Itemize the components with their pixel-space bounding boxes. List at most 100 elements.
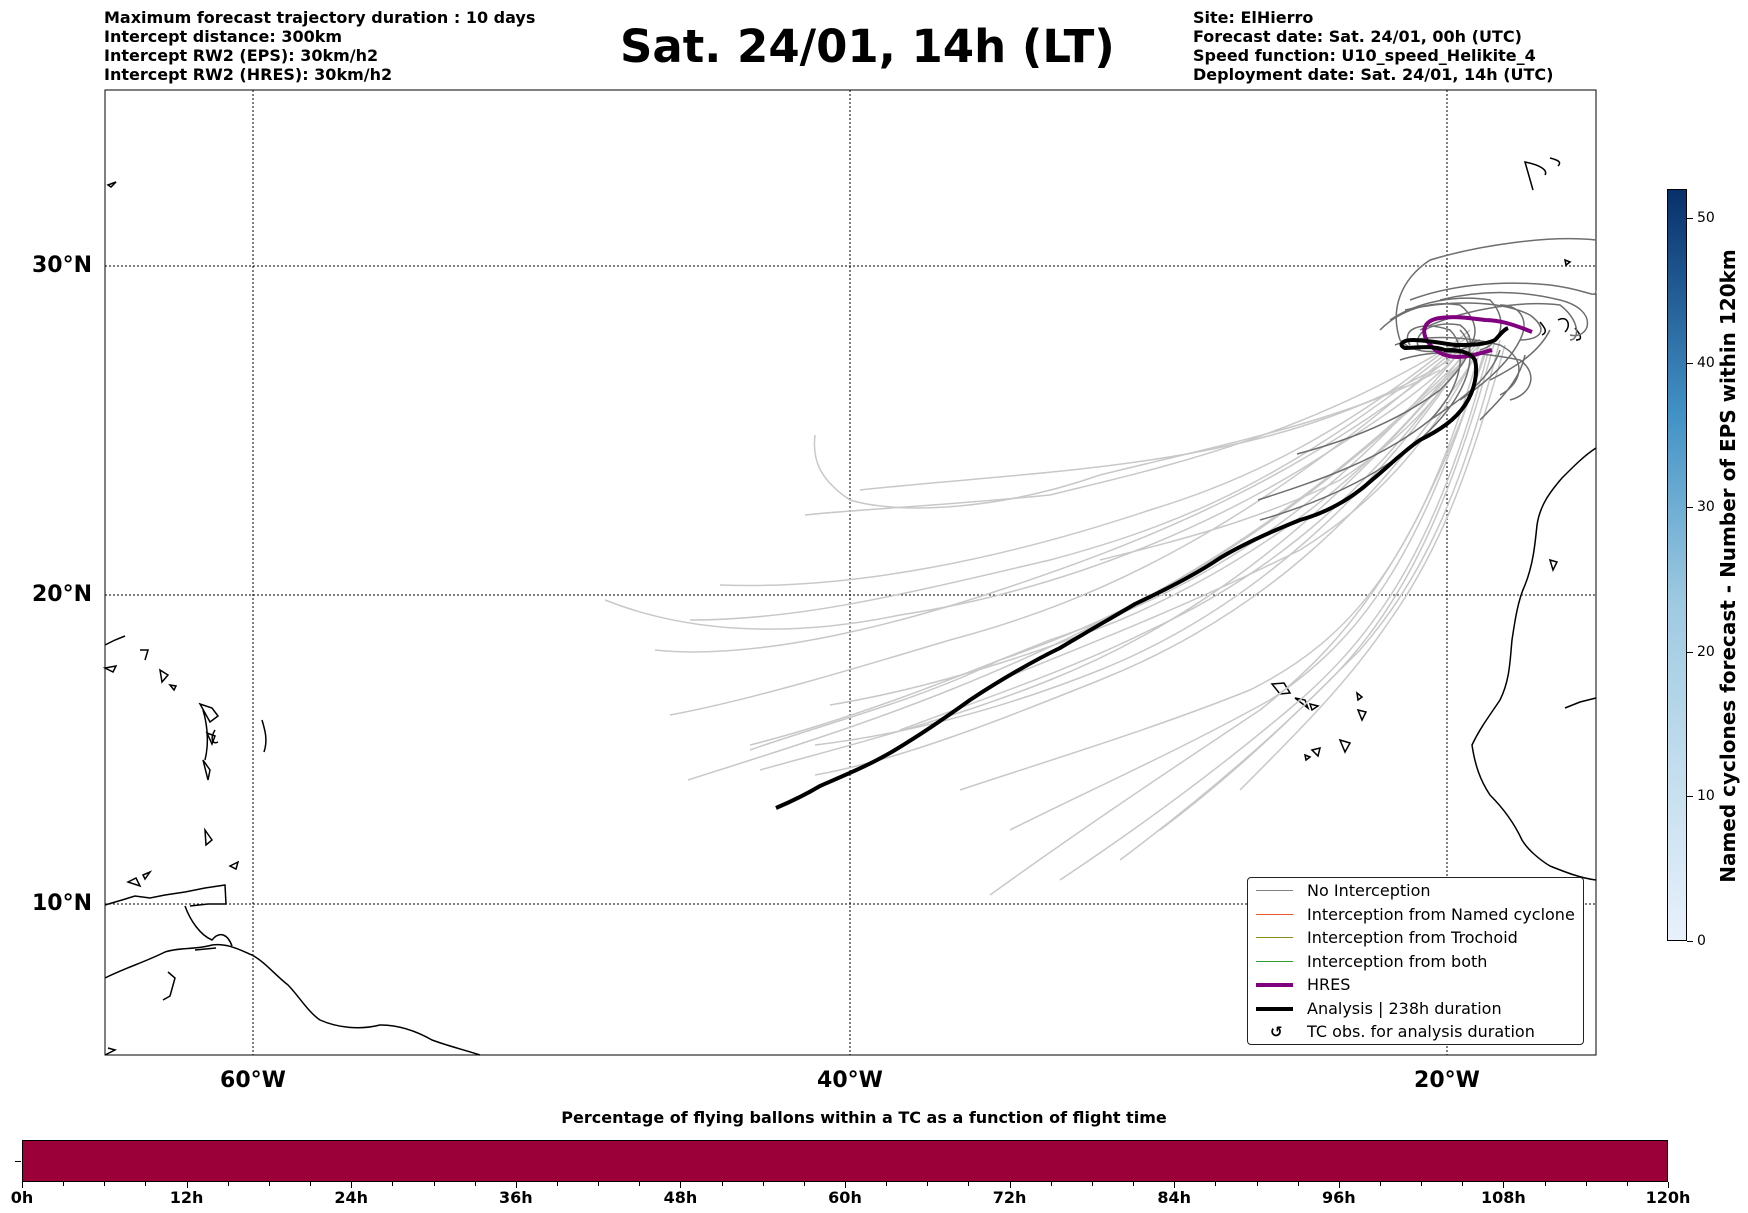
time-bar-tick (351, 1182, 353, 1188)
time-bar-tick (227, 1182, 229, 1186)
lat-label-30n: 30°N (32, 253, 93, 278)
time-bar-tick (762, 1182, 764, 1186)
max-duration-text: Maximum forecast trajectory duration : 1… (104, 8, 536, 27)
time-bar-tick (721, 1182, 723, 1186)
colorbar-tick (1687, 217, 1693, 219)
colorbar-tick-label: 10 (1697, 788, 1715, 805)
time-bar-tick-label: 12h (169, 1188, 204, 1207)
time-bar-tick-label: 36h (498, 1188, 533, 1207)
legend-swatch (1256, 983, 1293, 987)
colorbar-tick (1687, 507, 1693, 509)
time-bar-tick (1215, 1182, 1217, 1186)
time-bar-tick (968, 1182, 970, 1186)
time-bar-tick (1338, 1182, 1340, 1188)
time-bar-tick (598, 1182, 600, 1186)
lon-label-20w: 20°W (1414, 1068, 1480, 1093)
time-bar-tick (556, 1182, 558, 1186)
site-info: Site: ElHierro Forecast date: Sat. 24/01… (1193, 8, 1553, 84)
time-bar-tick-label: 84h (1157, 1188, 1192, 1207)
time-bar-tick (145, 1182, 147, 1186)
lat-label-10n: 10°N (32, 891, 93, 916)
colorbar-tick-label: 20 (1697, 643, 1715, 660)
time-bar-tick (515, 1182, 517, 1188)
colorbar-tick (1687, 941, 1693, 942)
time-bar-title: Percentage of flying ballons within a TC… (561, 1108, 1167, 1127)
time-bar-tick (104, 1182, 106, 1186)
time-bar-tick-label: 24h (334, 1188, 369, 1207)
time-bar-tick-label: 72h (992, 1188, 1027, 1207)
time-bar-tick (63, 1182, 65, 1186)
time-bar-tick (22, 1182, 23, 1188)
forecast-date-text: Forecast date: Sat. 24/01, 00h (UTC) (1193, 27, 1522, 46)
colorbar-tick (1687, 651, 1693, 653)
graticule (105, 90, 1596, 1055)
time-bar-tick-label: 48h (663, 1188, 698, 1207)
time-bar-tick (1668, 1182, 1669, 1188)
time-bar-tick-label: 0h (10, 1188, 34, 1207)
intercept-distance-text: Intercept distance: 300km (104, 27, 343, 46)
hres-trajectory (1422, 315, 1533, 360)
time-bar-tick (1421, 1182, 1423, 1186)
time-bar-tick (1297, 1182, 1299, 1186)
time-bar-tick (1133, 1182, 1135, 1186)
time-bar-tick-label: 96h (1321, 1188, 1356, 1207)
colorbar-tick-label: 50 (1697, 209, 1715, 226)
legend-label: HRES (1307, 975, 1351, 994)
time-bar-tick-label: 60h (828, 1188, 862, 1207)
colorbar-tick (1687, 796, 1693, 798)
legend-swatch (1256, 913, 1293, 915)
page-title: Sat. 24/01, 14h (LT) (620, 20, 1115, 73)
legend-label: Interception from Trochoid (1307, 928, 1518, 947)
legend-label: Analysis | 238h duration (1307, 998, 1502, 1018)
legend-swatch (1256, 960, 1293, 962)
colorbar-tick (1687, 362, 1693, 364)
time-bar-tick (886, 1182, 888, 1186)
time-bar-tick-label: 120h (1645, 1188, 1691, 1207)
time-bar-tick (1091, 1182, 1093, 1186)
eps-light-trajectories (604, 329, 1506, 896)
colorbar-tick-label: 0 (1697, 933, 1706, 949)
map-legend: No Interception Interception from Named … (1247, 877, 1584, 1045)
legend-label: Interception from Named cyclone (1307, 904, 1575, 924)
eps-dark-trajectories (1257, 237, 1597, 521)
time-bar-tick (310, 1182, 312, 1186)
analysis-trajectory (775, 326, 1509, 810)
time-bar-tick (680, 1182, 682, 1188)
loop-arrow-icon: ↺ (1270, 1023, 1283, 1041)
legend-label: No Interception (1307, 881, 1431, 900)
time-bar-tick (1009, 1182, 1011, 1188)
deployment-date-text: Deployment date: Sat. 24/01, 14h (UTC) (1193, 65, 1554, 84)
colorbar (1667, 189, 1687, 941)
time-bar-tick (268, 1182, 270, 1186)
legend-label: TC obs. for analysis duration (1307, 1022, 1535, 1041)
speed-function-text: Speed function: U10_speed_Helikite_4 (1193, 46, 1536, 65)
time-bar-tick (1585, 1182, 1587, 1186)
time-bar-tick-label: 108h (1480, 1188, 1526, 1207)
colorbar-title: Named cyclones forecast - Number of EPS … (1716, 249, 1740, 883)
time-bar-tick (1503, 1182, 1505, 1188)
legend-swatch (1256, 1006, 1293, 1011)
legend-label: Interception from both (1307, 951, 1488, 971)
coastlines (102, 157, 1597, 1056)
intercept-hres-text: Intercept RW2 (HRES): 30km/h2 (104, 65, 393, 84)
site-text: Site: ElHierro (1193, 8, 1314, 27)
time-bar-tick (1626, 1182, 1628, 1186)
time-bar-tick (1379, 1182, 1381, 1186)
time-bar-tick (927, 1182, 929, 1186)
time-bar-tick (474, 1182, 476, 1186)
colorbar-tick-label: 30 (1697, 499, 1715, 516)
time-bar-tick (433, 1182, 435, 1186)
intercept-eps-text: Intercept RW2 (EPS): 30km/h2 (104, 46, 379, 65)
time-bar-tick (186, 1182, 188, 1188)
time-bar-tick (1462, 1182, 1464, 1186)
time-percentage-bar (22, 1140, 1668, 1182)
time-bar-tick (803, 1182, 805, 1186)
time-bar-tick (392, 1182, 394, 1186)
time-bar-tick (1256, 1182, 1258, 1186)
legend-swatch (1256, 937, 1293, 938)
time-bar-y-tick (15, 1161, 21, 1162)
colorbar-tick-label: 40 (1697, 354, 1715, 371)
time-bar-tick (1050, 1182, 1052, 1186)
time-bar-tick (845, 1182, 846, 1188)
time-bar-tick (639, 1182, 641, 1186)
